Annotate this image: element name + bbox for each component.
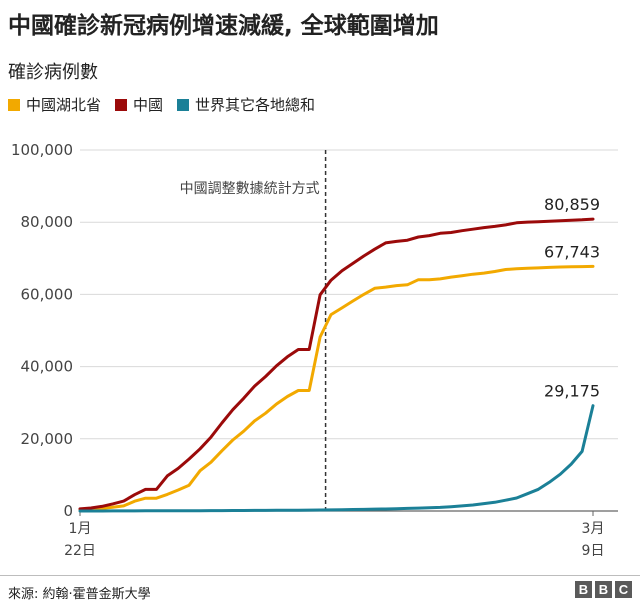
- legend-swatch-rest-of-world: [177, 98, 190, 111]
- y-tick-label: 20,000: [21, 430, 74, 448]
- legend-label-rest-of-world: 世界其它各地總和: [195, 96, 316, 114]
- footer-divider: [0, 575, 640, 576]
- source-note: 來源: 約翰·霍普金斯大學: [8, 587, 151, 602]
- x-tick-label: 9日: [582, 543, 605, 559]
- y-tick-label: 60,000: [21, 285, 74, 303]
- bbc-logo-block: B: [575, 581, 592, 598]
- bbc-logo-block: B: [595, 581, 612, 598]
- series-line: [78, 217, 595, 511]
- series-end-label: 29,175: [544, 382, 600, 401]
- chart-legend: 中國湖北省 中國 世界其它各地總和: [8, 94, 315, 115]
- legend-label-china: 中國: [133, 96, 164, 114]
- y-tick-label: 100,000: [11, 141, 73, 159]
- series-line: [78, 404, 595, 513]
- series-line: [78, 264, 595, 511]
- legend-item-china: 中國: [115, 94, 163, 115]
- chart-title: 中國確診新冠病例增速減緩, 全球範圍增加: [8, 13, 439, 39]
- legend-swatch-china: [115, 98, 128, 111]
- legend-item-rest-of-world: 世界其它各地總和: [177, 94, 315, 115]
- x-tick-label: 22日: [64, 543, 96, 559]
- chart-subtitle: 確診病例數: [8, 62, 98, 83]
- x-tick-label: 1月: [69, 521, 92, 537]
- y-tick-label: 40,000: [21, 358, 74, 376]
- x-tick-label: 3月: [582, 521, 605, 537]
- bbc-logo-block: C: [615, 581, 632, 598]
- annotation-label: 中國調整數據統計方式: [180, 181, 320, 197]
- legend-item-hubei: 中國湖北省: [8, 94, 101, 115]
- y-tick-label: 80,000: [21, 213, 74, 231]
- legend-label-hubei: 中國湖北省: [26, 96, 102, 114]
- series-end-label: 67,743: [544, 242, 600, 261]
- y-tick-label: 0: [63, 502, 73, 520]
- legend-swatch-hubei: [8, 98, 20, 111]
- bbc-logo: B B C: [575, 581, 632, 598]
- series-end-label: 80,859: [544, 195, 600, 214]
